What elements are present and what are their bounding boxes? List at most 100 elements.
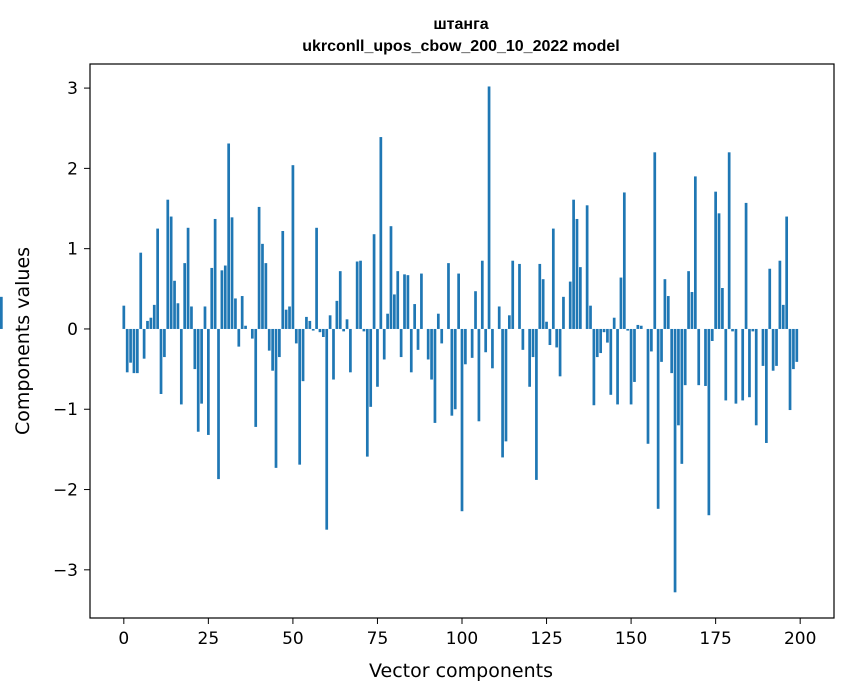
bar-78 <box>386 313 389 329</box>
bar-undefined <box>0 296 3 329</box>
bar-144 <box>609 328 613 395</box>
bar-51 <box>294 328 298 344</box>
bar-71 <box>362 328 366 332</box>
bar-10 <box>156 228 159 329</box>
bar-7 <box>146 320 149 329</box>
bar-77 <box>382 328 386 360</box>
bar-31 <box>227 143 231 329</box>
bar-121 <box>531 328 535 358</box>
y-tick-label: 0 <box>67 320 78 340</box>
bar-34 <box>237 328 241 347</box>
bar-148 <box>622 192 626 329</box>
x-tick-label: 25 <box>198 629 220 649</box>
x-tick-label: 175 <box>699 629 731 649</box>
bar-157 <box>653 152 657 329</box>
bar-41 <box>261 243 264 329</box>
bar-115 <box>511 260 515 329</box>
bar-53 <box>301 328 305 382</box>
bar-112 <box>501 328 504 458</box>
bar-4 <box>135 328 139 374</box>
bar-165 <box>680 328 684 464</box>
bar-56 <box>311 328 315 331</box>
bar-138 <box>589 305 592 329</box>
bar-6 <box>142 328 146 359</box>
bar-195 <box>781 304 785 329</box>
bar-143 <box>606 328 609 343</box>
bar-147 <box>619 277 623 329</box>
bar-199 <box>795 328 799 362</box>
bar-107 <box>484 328 488 353</box>
bar-81 <box>396 271 400 329</box>
bar-14 <box>169 216 173 329</box>
x-tick-label: 50 <box>282 629 304 649</box>
bar-48 <box>284 309 288 329</box>
bar-130 <box>562 296 565 329</box>
x-axis-ticks: 0 25 50 75 100 125 150 175 200 <box>118 618 816 649</box>
bar-25 <box>207 328 210 435</box>
bar-198 <box>792 328 795 370</box>
bar-21 <box>193 328 197 370</box>
chart-subtitle: ukrconll_upos_cbow_200_10_2022 model <box>302 38 619 55</box>
bar-58 <box>318 328 322 333</box>
bar-109 <box>491 328 494 369</box>
x-axis-label: Vector components <box>369 660 553 682</box>
bar-176 <box>717 213 721 329</box>
bar-43 <box>267 328 271 351</box>
x-tick-label: 0 <box>118 629 129 649</box>
bar-184 <box>744 202 748 329</box>
bar-2 <box>129 328 132 363</box>
bar-38 <box>250 328 254 339</box>
bar-11 <box>159 328 163 394</box>
bar-161 <box>666 296 670 329</box>
bar-193 <box>775 328 778 366</box>
bar-150 <box>629 328 633 405</box>
bar-20 <box>190 306 193 329</box>
bar-122 <box>535 328 538 480</box>
bar-15 <box>173 280 176 329</box>
bar-93 <box>436 313 440 329</box>
bar-49 <box>288 306 291 329</box>
bar-134 <box>575 218 579 329</box>
bar-180 <box>731 328 734 332</box>
bar-178 <box>724 328 728 401</box>
bar-108 <box>487 86 491 329</box>
bar-67 <box>349 328 352 373</box>
bar-177 <box>721 288 724 329</box>
bar-127 <box>551 228 555 329</box>
y-tick-label: 1 <box>67 240 78 260</box>
bar-99 <box>457 273 460 329</box>
bar-84 <box>406 275 410 329</box>
bar-40 <box>257 206 261 329</box>
bar-158 <box>656 328 660 509</box>
bar-5 <box>139 252 143 329</box>
plot-area: 0 25 50 75 100 125 150 175 200 3 2 1 0 −1 −2 −3 <box>0 63 835 649</box>
bar-118 <box>521 328 525 350</box>
bar-167 <box>687 271 690 329</box>
bar-12 <box>163 328 166 358</box>
bar-76 <box>379 137 383 329</box>
bar-162 <box>670 328 674 374</box>
bar-189 <box>761 328 765 366</box>
bar-140 <box>595 328 599 358</box>
bar-185 <box>748 328 751 398</box>
bar-42 <box>264 263 268 329</box>
bar-32 <box>230 217 234 329</box>
bar-70 <box>359 260 362 329</box>
bar-149 <box>626 328 630 331</box>
bar-126 <box>548 328 552 346</box>
bar-26 <box>210 267 214 329</box>
bar-69 <box>355 261 359 329</box>
bar-61 <box>328 315 332 329</box>
bar-13 <box>166 199 170 329</box>
bar-152 <box>636 324 640 329</box>
bar-98 <box>453 328 457 410</box>
y-tick-label: 3 <box>67 79 78 99</box>
bar-50 <box>291 165 295 329</box>
bar-39 <box>254 328 258 427</box>
bar-133 <box>572 199 575 329</box>
y-axis-label: Components values <box>12 247 34 435</box>
bar-169 <box>693 176 697 329</box>
bar-54 <box>305 316 308 329</box>
bar-163 <box>673 328 677 593</box>
